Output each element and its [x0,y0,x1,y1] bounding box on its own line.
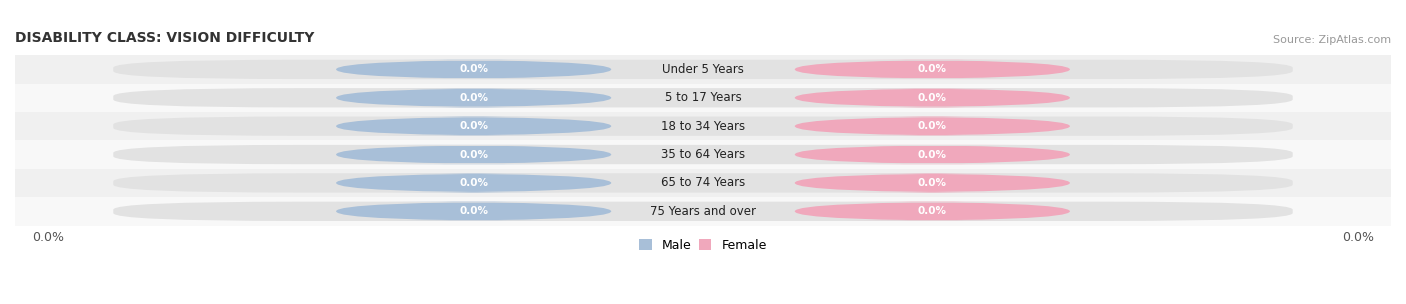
Bar [15,169,1391,197]
FancyBboxPatch shape [114,88,1292,107]
Text: 5 to 17 Years: 5 to 17 Years [665,91,741,104]
Bar [15,55,1391,84]
FancyBboxPatch shape [794,88,1070,107]
FancyBboxPatch shape [114,116,1292,136]
FancyBboxPatch shape [794,202,1070,221]
FancyBboxPatch shape [794,60,1070,79]
Text: DISABILITY CLASS: VISION DIFFICULTY: DISABILITY CLASS: VISION DIFFICULTY [15,31,315,45]
Text: 0.0%: 0.0% [918,64,946,74]
Text: 0.0%: 0.0% [460,121,488,131]
Text: 0.0%: 0.0% [460,178,488,188]
Text: Under 5 Years: Under 5 Years [662,63,744,76]
FancyBboxPatch shape [114,202,1292,221]
FancyBboxPatch shape [336,88,612,107]
FancyBboxPatch shape [794,116,1070,136]
Legend: Male, Female: Male, Female [634,234,772,257]
Text: 0.0%: 0.0% [918,121,946,131]
Bar [15,84,1391,112]
Bar [15,112,1391,140]
Text: 65 to 74 Years: 65 to 74 Years [661,176,745,189]
FancyBboxPatch shape [114,60,1292,79]
FancyBboxPatch shape [336,173,612,193]
Text: 0.0%: 0.0% [918,150,946,160]
Bar [15,140,1391,169]
FancyBboxPatch shape [336,60,612,79]
FancyBboxPatch shape [114,173,1292,193]
Text: 75 Years and over: 75 Years and over [650,205,756,218]
Bar [15,197,1391,226]
Text: 0.0%: 0.0% [918,206,946,216]
Text: 18 to 34 Years: 18 to 34 Years [661,120,745,133]
Text: 0.0%: 0.0% [918,178,946,188]
FancyBboxPatch shape [794,173,1070,193]
Text: 0.0%: 0.0% [460,150,488,160]
Text: 0.0%: 0.0% [918,93,946,103]
FancyBboxPatch shape [114,145,1292,164]
FancyBboxPatch shape [336,116,612,136]
Text: 0.0%: 0.0% [460,206,488,216]
Text: Source: ZipAtlas.com: Source: ZipAtlas.com [1272,35,1391,45]
Text: 0.0%: 0.0% [460,64,488,74]
FancyBboxPatch shape [794,145,1070,164]
FancyBboxPatch shape [336,145,612,164]
Text: 0.0%: 0.0% [460,93,488,103]
Text: 35 to 64 Years: 35 to 64 Years [661,148,745,161]
FancyBboxPatch shape [336,202,612,221]
